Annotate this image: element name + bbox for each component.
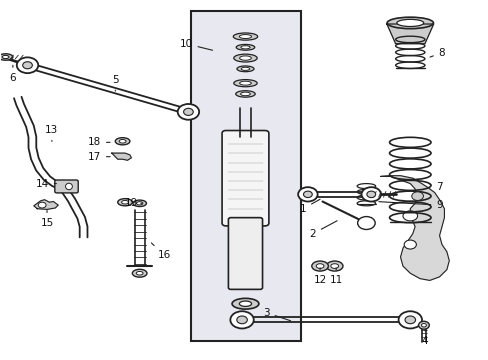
- Text: 7: 7: [429, 182, 442, 192]
- Ellipse shape: [235, 91, 255, 97]
- Circle shape: [17, 57, 38, 73]
- Text: 1: 1: [299, 199, 320, 214]
- Ellipse shape: [118, 199, 132, 206]
- Circle shape: [22, 62, 32, 69]
- Text: 5: 5: [112, 75, 119, 91]
- Circle shape: [357, 217, 374, 229]
- Text: 11: 11: [329, 268, 342, 285]
- Circle shape: [183, 108, 193, 116]
- Polygon shape: [112, 153, 131, 160]
- Circle shape: [236, 316, 247, 324]
- Bar: [190, 12, 300, 341]
- Ellipse shape: [122, 201, 128, 204]
- Text: 15: 15: [41, 211, 54, 228]
- Ellipse shape: [115, 138, 130, 145]
- Polygon shape: [380, 176, 448, 280]
- Circle shape: [38, 202, 46, 208]
- Ellipse shape: [119, 139, 126, 143]
- Ellipse shape: [241, 67, 249, 71]
- Circle shape: [404, 316, 415, 324]
- Text: 10: 10: [179, 39, 212, 50]
- Text: 19: 19: [124, 198, 142, 208]
- Ellipse shape: [396, 19, 423, 27]
- Ellipse shape: [2, 55, 9, 59]
- Ellipse shape: [316, 264, 324, 269]
- Ellipse shape: [0, 54, 13, 60]
- Ellipse shape: [233, 54, 257, 62]
- FancyBboxPatch shape: [228, 218, 262, 289]
- Polygon shape: [386, 24, 433, 44]
- Text: 13: 13: [45, 125, 59, 141]
- Ellipse shape: [132, 269, 147, 277]
- Ellipse shape: [136, 271, 143, 275]
- Circle shape: [411, 192, 423, 201]
- Polygon shape: [34, 200, 58, 210]
- Ellipse shape: [232, 298, 258, 309]
- Ellipse shape: [239, 81, 251, 85]
- Text: 17: 17: [87, 152, 110, 162]
- Ellipse shape: [239, 56, 251, 60]
- Ellipse shape: [236, 44, 254, 50]
- Circle shape: [366, 191, 375, 198]
- Ellipse shape: [386, 17, 432, 29]
- Ellipse shape: [330, 264, 338, 269]
- Text: 3: 3: [263, 308, 290, 321]
- Text: 16: 16: [151, 243, 170, 260]
- Ellipse shape: [133, 200, 146, 207]
- Text: 18: 18: [87, 138, 110, 147]
- Text: 9: 9: [378, 200, 442, 210]
- Text: 14: 14: [36, 179, 56, 189]
- Ellipse shape: [404, 240, 415, 249]
- Ellipse shape: [402, 211, 417, 221]
- Circle shape: [303, 191, 312, 198]
- Circle shape: [298, 187, 317, 202]
- Text: 12: 12: [313, 268, 326, 285]
- Ellipse shape: [240, 92, 250, 96]
- Ellipse shape: [136, 202, 142, 205]
- Circle shape: [230, 311, 253, 328]
- Ellipse shape: [65, 183, 72, 190]
- Ellipse shape: [311, 261, 328, 271]
- Text: 4: 4: [421, 330, 427, 346]
- Ellipse shape: [237, 66, 253, 72]
- FancyBboxPatch shape: [55, 180, 78, 193]
- FancyBboxPatch shape: [222, 131, 268, 226]
- Ellipse shape: [239, 35, 251, 39]
- Text: 8: 8: [429, 48, 445, 58]
- Ellipse shape: [421, 323, 426, 327]
- Ellipse shape: [233, 33, 257, 40]
- Ellipse shape: [241, 46, 249, 49]
- Text: 6: 6: [10, 65, 16, 83]
- Circle shape: [361, 187, 380, 202]
- Ellipse shape: [418, 321, 428, 329]
- Circle shape: [177, 104, 199, 120]
- Ellipse shape: [239, 301, 251, 306]
- Text: 2: 2: [309, 221, 336, 239]
- Circle shape: [398, 311, 421, 328]
- Ellipse shape: [233, 80, 257, 87]
- Ellipse shape: [326, 261, 342, 271]
